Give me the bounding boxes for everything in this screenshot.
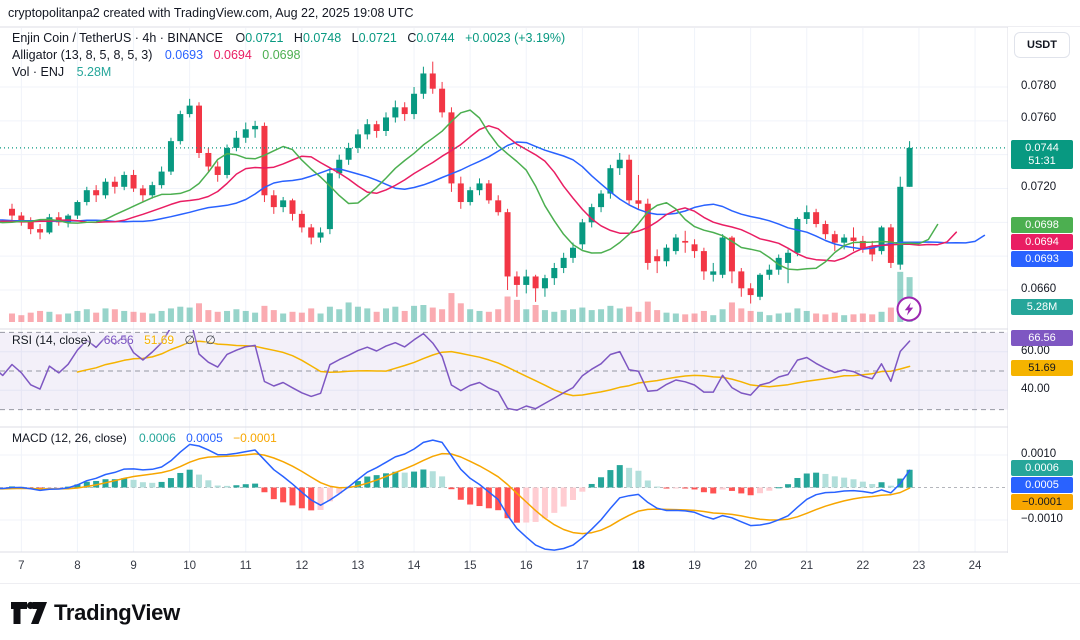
tradingview-logo-mark — [11, 601, 47, 624]
rsi-legend-row[interactable]: RSI (14, close) 66.56 51.69 ∅ ∅ — [12, 333, 216, 347]
macd-label-bottom: −0.0010 — [1021, 513, 1063, 525]
macd-label-top: 0.0010 — [1021, 448, 1057, 460]
rsi-badge: 66.56 — [1011, 330, 1073, 346]
time-label-9: 9 — [130, 560, 137, 572]
macd-signal-badge: −0.0001 — [1011, 494, 1073, 510]
macd-hist-value: 0.0006 — [139, 431, 176, 445]
time-label-19: 19 — [688, 560, 701, 572]
symbol-legend-row[interactable]: Enjin Coin / TetherUS · 4h · BINANCE O0.… — [12, 31, 565, 45]
alligator-jaw-value: 0.0693 — [164, 48, 204, 62]
rsi-lower-placeholder: ∅ — [205, 333, 216, 347]
tradingview-logo[interactable]: TradingView — [10, 600, 180, 626]
time-label-21: 21 — [800, 560, 814, 572]
time-label-22: 22 — [856, 560, 870, 572]
attribution-text: cryptopolitanpa2 created with TradingVie… — [8, 6, 414, 20]
time-scale[interactable]: 7 8 9 10 11 12 13 14 15 16 17 18 19 20 21 22 23 24 — [0, 553, 1008, 583]
flash-button[interactable] — [896, 296, 922, 322]
price-label-0760: 0.0760 — [1021, 112, 1057, 124]
alligator-teeth-badge: 0.0694 — [1011, 234, 1073, 250]
time-label-18: 18 — [632, 560, 645, 572]
price-label-0780: 0.0780 — [1021, 80, 1057, 92]
alligator-title[interactable]: Alligator (13, 8, 5, 8, 5, 3) — [12, 48, 153, 62]
volume-bars — [9, 271, 913, 322]
macd-legend-row[interactable]: MACD (12, 26, close) 0.0006 0.0005 −0.00… — [12, 431, 277, 445]
macd-line-badge: 0.0005 — [1011, 477, 1073, 493]
last-price-value: 0.0744 — [1025, 141, 1059, 154]
time-label-16: 16 — [519, 560, 533, 572]
rsi-ma-badge: 51.69 — [1011, 360, 1073, 376]
close-label: C — [407, 31, 417, 45]
alligator-legend-row[interactable]: Alligator (13, 8, 5, 8, 5, 3) 0.0693 0.0… — [12, 48, 301, 62]
alligator-lips-value: 0.0698 — [262, 48, 301, 62]
macd-signal-value: −0.0001 — [233, 431, 277, 445]
tradingview-logo-text: TradingView — [54, 600, 180, 625]
time-label-13: 13 — [351, 560, 365, 572]
low-label: L — [351, 31, 359, 45]
high-label: H — [293, 31, 303, 45]
volume-title[interactable]: Vol · ENJ — [12, 65, 65, 79]
last-price-badge: 0.0744 51:31 — [1011, 140, 1073, 169]
bar-countdown: 51:31 — [1028, 154, 1056, 167]
time-label-10: 10 — [183, 560, 197, 572]
low-value: 0.0721 — [358, 31, 397, 45]
time-label-24: 24 — [968, 560, 982, 572]
time-label-7: 7 — [18, 560, 25, 572]
currency-toggle-button[interactable]: USDT — [1014, 32, 1070, 58]
candles-layer — [9, 61, 913, 304]
rsi-label-60: 60.00 — [1021, 345, 1050, 357]
price-label-0660: 0.0660 — [1021, 283, 1057, 295]
volume-legend-row[interactable]: Vol · ENJ 5.28M — [12, 65, 111, 79]
rsi-title[interactable]: RSI (14, close) — [12, 333, 92, 347]
rsi-value: 66.56 — [103, 333, 134, 347]
high-value: 0.0748 — [302, 31, 342, 45]
time-label-15: 15 — [463, 560, 477, 572]
time-label-12: 12 — [295, 560, 309, 572]
change-value: +0.0023 (+3.19%) — [465, 31, 566, 45]
macd-histogram — [9, 465, 913, 523]
time-label-11: 11 — [239, 560, 252, 572]
price-label-0720: 0.0720 — [1021, 181, 1057, 193]
volume-value: 5.28M — [76, 65, 112, 79]
time-label-14: 14 — [407, 560, 421, 572]
alligator-lips-badge: 0.0698 — [1011, 217, 1073, 233]
open-label: O — [235, 31, 246, 45]
close-value: 0.0744 — [416, 31, 455, 45]
open-value: 0.0721 — [245, 31, 284, 45]
alligator-teeth-value: 0.0694 — [213, 48, 252, 62]
rsi-upper-placeholder: ∅ — [184, 333, 195, 347]
time-label-20: 20 — [744, 560, 758, 572]
rsi-ma-value: 51.69 — [144, 333, 175, 347]
macd-title[interactable]: MACD (12, 26, close) — [12, 431, 127, 445]
rsi-label-40: 40.00 — [1021, 383, 1050, 395]
time-label-23: 23 — [912, 560, 926, 572]
volume-badge: 5.28M — [1011, 299, 1073, 315]
macd-hist-badge: 0.0006 — [1011, 460, 1073, 476]
price-scale[interactable]: USDT 0.0780 0.0760 0.0744 51:31 0.0720 0… — [1008, 27, 1080, 583]
macd-line-value: 0.0005 — [186, 431, 223, 445]
alligator-jaw-badge: 0.0693 — [1011, 251, 1073, 267]
symbol-title[interactable]: Enjin Coin / TetherUS · 4h · BINANCE — [12, 31, 223, 45]
time-label-8: 8 — [74, 560, 81, 572]
time-label-17: 17 — [575, 560, 589, 572]
lightning-icon — [904, 302, 914, 316]
